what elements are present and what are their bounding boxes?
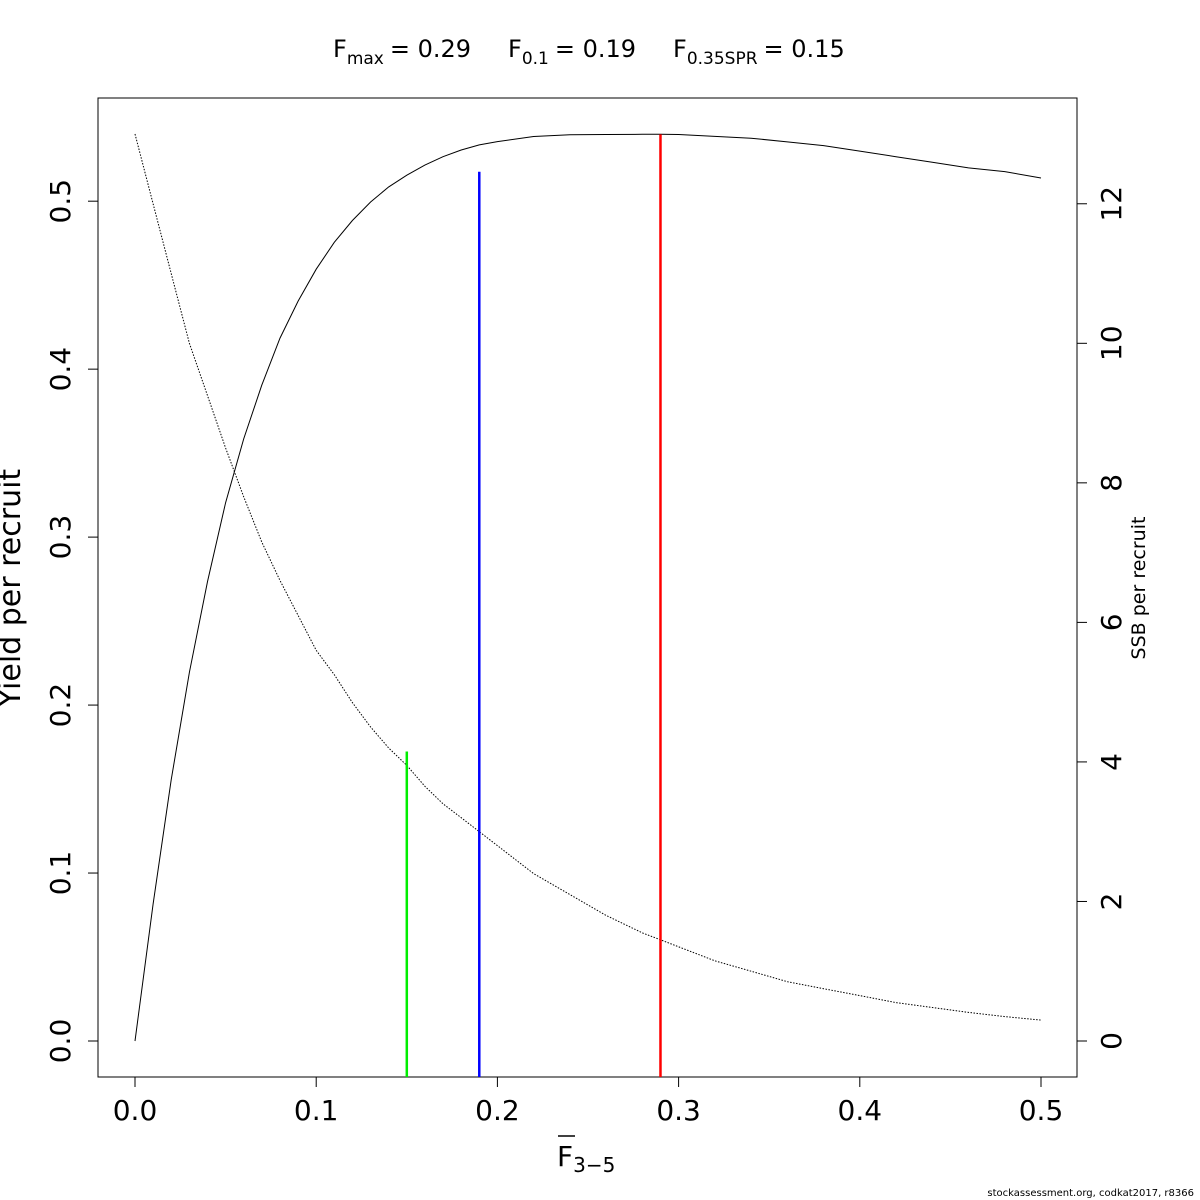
x-tick-label: 0.0 [113,1094,158,1127]
x-tick-label: 0.4 [838,1094,883,1127]
y-right-tick-label: 10 [1095,325,1128,361]
x-axis: 0.0 0.1 0.2 0.3 0.4 0.5 [113,1076,1064,1127]
x-tick-label: 0.1 [294,1094,339,1127]
y-left-tick-label: 0.4 [44,347,77,392]
header-fspr: F0.35SPR = 0.15 [673,35,845,69]
y-left-tick-label: 0.3 [44,515,77,560]
plot-frame [97,97,1078,1078]
chart-header: Fmax = 0.29 F0.1 = 0.19 F0.35SPR = 0.15 [333,35,845,69]
header-f01-symbol: F [508,35,522,63]
x-axis-title-main: F [557,1140,573,1173]
y-right-tick-label: 12 [1095,186,1128,222]
x-tick-label: 0.3 [656,1094,701,1127]
header-f01-value: = 0.19 [555,35,636,63]
y-right-tick-label: 8 [1095,474,1128,492]
header-fmax-symbol: F [333,35,347,63]
series-layer [134,133,1042,1042]
y-right-tick-label: 6 [1095,613,1128,631]
x-axis-title-text: F3−5 [557,1140,615,1177]
footer-credit: stockassessment.org, codkat2017, r8366 [987,1188,1194,1199]
y-left-tick-label: 0.1 [44,851,77,896]
x-tick-label: 0.2 [475,1094,520,1127]
y-left-tick-label: 0.2 [44,683,77,728]
y-left-tick-label: 0.5 [44,179,77,224]
y-axis-right-title: SSB per recruit [1128,517,1150,660]
yield-per-recruit-line [134,133,1042,1042]
reference-lines [405,134,662,1077]
ssb-per-recruit-line [134,133,1042,1021]
header-f01: F0.1 = 0.19 [508,35,636,69]
y-axis-right: 0 2 4 6 8 10 12 [1076,186,1128,1050]
x-axis-title: F3−5 [557,1135,615,1177]
header-fspr-sub: 0.35SPR [687,49,758,69]
header-fmax-value: = 0.29 [390,35,471,63]
header-f01-sub: 0.1 [522,49,549,69]
header-fmax: Fmax = 0.29 [333,35,471,69]
x-axis-title-sub: 3−5 [573,1153,615,1177]
y-axis-left: 0.0 0.1 0.2 0.3 0.4 0.5 [44,179,99,1064]
y-right-tick-label: 4 [1095,753,1128,771]
y-axis-left-title: Yield per recruit [0,469,28,709]
y-right-tick-label: 2 [1095,893,1128,911]
header-fmax-sub: max [347,49,384,69]
header-fspr-symbol: F [673,35,687,63]
x-tick-label: 0.5 [1019,1094,1064,1127]
y-right-tick-label: 0 [1095,1032,1128,1050]
y-left-tick-label: 0.0 [44,1019,77,1064]
header-fspr-value: = 0.15 [764,35,845,63]
